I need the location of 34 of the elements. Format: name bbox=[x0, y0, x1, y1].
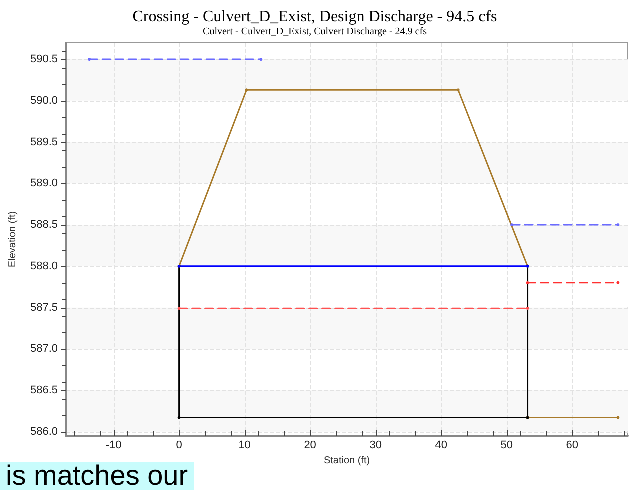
point bbox=[616, 224, 620, 227]
y-tick-label: 589.0 bbox=[30, 178, 58, 190]
y-tick-label: 586.5 bbox=[30, 384, 58, 396]
y-tick-label: 588.5 bbox=[30, 219, 58, 232]
point bbox=[260, 58, 263, 62]
y-tick-label: 590.0 bbox=[30, 94, 58, 107]
x-tick-label: 20 bbox=[304, 440, 316, 452]
point bbox=[526, 307, 530, 310]
text: is matches our bbox=[0, 460, 194, 490]
y-tick-label: 587.0 bbox=[30, 343, 58, 356]
x-axis-title: Station (ft) bbox=[324, 456, 370, 466]
point bbox=[245, 88, 248, 92]
y-axis-title: Elevation (ft) bbox=[8, 211, 18, 268]
chart-title: Crossing - Culvert_D_Exist, Design Discharge - 94.5 cfs bbox=[132, 8, 498, 26]
chart-subtitle: Culvert - Culvert_D_Exist, Culvert Discharge - 24.9 cfs bbox=[203, 26, 428, 38]
x-tick-label: -10 bbox=[106, 440, 122, 452]
x-tick-label: 0 bbox=[176, 440, 182, 452]
x-tick-label: 30 bbox=[370, 440, 382, 452]
point bbox=[616, 281, 620, 284]
y-tick-label: 586.0 bbox=[30, 426, 58, 438]
point bbox=[178, 416, 181, 420]
point bbox=[526, 281, 530, 284]
y-tick-label: 587.5 bbox=[30, 302, 58, 314]
point bbox=[178, 307, 181, 310]
x-tick-label: 60 bbox=[566, 440, 578, 452]
point bbox=[456, 88, 460, 92]
x-tick-label: 50 bbox=[500, 440, 513, 452]
x-tick-label: 10 bbox=[238, 440, 251, 452]
y-tick-label: 588.0 bbox=[30, 260, 58, 272]
point bbox=[616, 416, 620, 420]
y-tick-label: 589.5 bbox=[30, 136, 58, 148]
y-tick-label: 590.5 bbox=[30, 54, 58, 66]
point bbox=[88, 58, 92, 62]
x-tick-label: 40 bbox=[435, 440, 448, 452]
